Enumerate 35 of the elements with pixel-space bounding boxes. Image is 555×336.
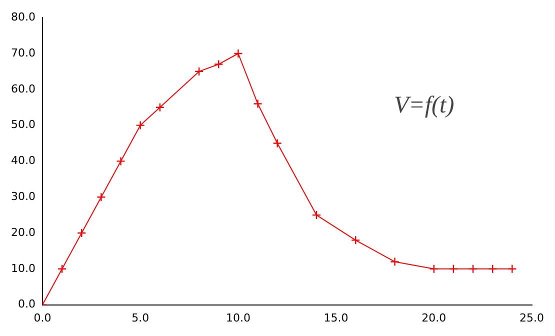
y-tick-label: 0.0 (18, 298, 36, 311)
point (429, 264, 438, 274)
x-tick-label: 10.0 (226, 311, 250, 324)
y-tick-label: 60.0 (10, 82, 36, 96)
x-tick-label: 15.0 (324, 311, 348, 324)
point (448, 264, 458, 274)
point (390, 257, 400, 266)
point (351, 236, 360, 245)
point (96, 192, 106, 202)
x-tick-label: 25.0 (520, 311, 544, 324)
annotation: V=f(t) (394, 92, 454, 119)
point (155, 102, 165, 112)
point (272, 138, 282, 148)
point (508, 264, 517, 274)
point (136, 120, 145, 130)
y-tick-label: 80.0 (10, 10, 36, 24)
y-tick-label: 10.0 (10, 262, 36, 275)
point (57, 264, 67, 274)
y-tick-label: 20.0 (10, 226, 36, 239)
point (194, 66, 204, 76)
y-tick-label: 70.0 (10, 46, 36, 60)
point (234, 48, 243, 58)
point (488, 264, 498, 274)
point (214, 60, 224, 69)
y-tick-label: 50.0 (10, 118, 36, 132)
x-tick-label: 20.0 (422, 311, 446, 324)
point (253, 99, 262, 108)
x-tick-label: 5.0 (132, 311, 150, 324)
point (312, 210, 322, 220)
y-tick-label: 30.0 (10, 190, 36, 203)
point (468, 264, 478, 274)
x-tick-label: 0.0 (34, 311, 52, 324)
y-tick-label: 40.0 (10, 154, 36, 168)
point (77, 228, 86, 238)
point (116, 156, 126, 166)
